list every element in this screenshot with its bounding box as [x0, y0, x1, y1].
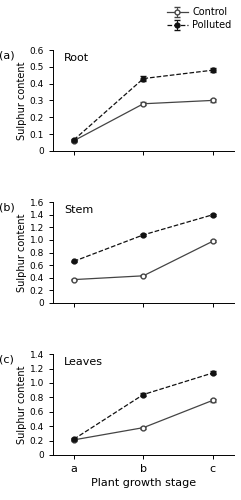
Y-axis label: Sulphur content: Sulphur content	[17, 61, 27, 140]
Text: Root: Root	[64, 53, 89, 63]
Text: (b): (b)	[0, 202, 14, 212]
Legend: Control, Polluted: Control, Polluted	[167, 8, 231, 30]
Y-axis label: Sulphur content: Sulphur content	[17, 366, 27, 444]
Text: (c): (c)	[0, 354, 14, 364]
Text: Stem: Stem	[64, 205, 93, 215]
Text: (a): (a)	[0, 50, 14, 60]
X-axis label: Plant growth stage: Plant growth stage	[91, 478, 196, 488]
Y-axis label: Sulphur content: Sulphur content	[17, 213, 27, 292]
Text: Leaves: Leaves	[64, 357, 103, 367]
